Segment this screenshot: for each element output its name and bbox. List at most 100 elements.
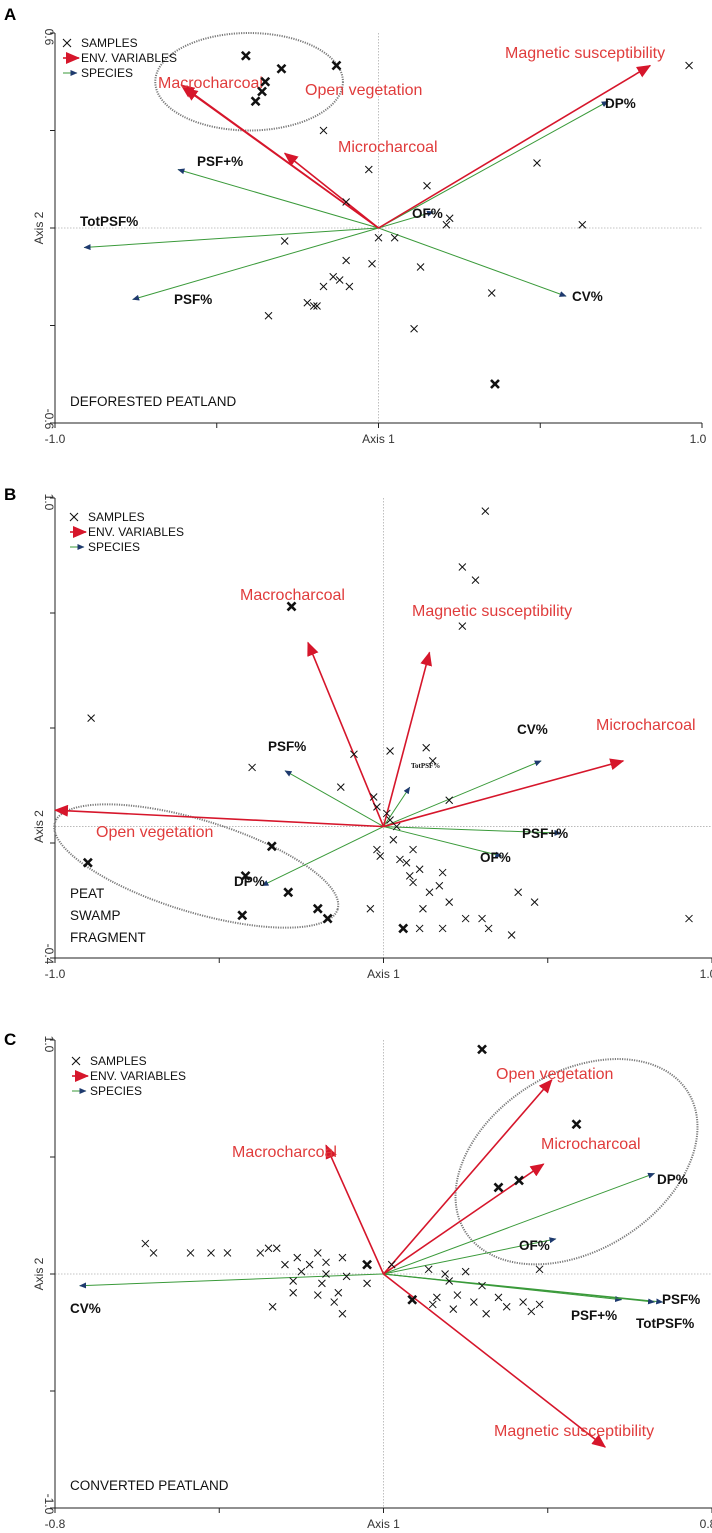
site-sample-marker — [250, 96, 261, 107]
sample-marker — [533, 159, 541, 167]
sample-marker — [330, 1298, 339, 1306]
site-sample-marker — [266, 841, 277, 852]
sample-marker — [423, 181, 431, 190]
sample-marker — [487, 289, 496, 297]
sample-marker — [87, 714, 95, 722]
site-label: CONVERTED PEATLAND — [70, 1478, 229, 1493]
species-arrow-ofpct — [383, 1237, 557, 1275]
y-tick-label-min: -0.4 — [42, 944, 56, 965]
sample-marker — [376, 852, 385, 860]
sample-marker — [334, 1288, 343, 1297]
sample-marker — [390, 233, 399, 242]
sample-marker — [264, 311, 273, 320]
species-arrow-psfpluspct — [177, 168, 379, 229]
sample-marker — [389, 835, 398, 844]
site-label-line: SWAMP — [70, 908, 121, 923]
sample-marker — [289, 1288, 298, 1297]
sample-marker — [338, 1253, 347, 1262]
legend-samples-label: SAMPLES — [90, 1054, 147, 1068]
sample-marker — [416, 263, 425, 271]
sample-marker — [507, 931, 516, 939]
legend-species-label: SPECIES — [81, 66, 133, 80]
species-arrow-psfpct — [284, 770, 384, 828]
sample-marker — [368, 259, 376, 268]
sample-marker — [186, 1249, 195, 1257]
species-arrow-dppct — [383, 1172, 655, 1275]
panel-b: B -1.0 Axis 1 1.0 1.0 -0.4 Axis 2 CV% PSF% TotPSF… — [4, 485, 712, 981]
sample-marker — [435, 881, 444, 890]
site-sample-marker — [276, 63, 287, 74]
panel-letter: B — [4, 485, 16, 504]
sample-marker — [319, 282, 328, 291]
panel-a: A -1.0 Axis 1 1.0 0.6 -0.6 Axis 2 DP% PSF+% OF% To… — [4, 5, 707, 446]
x-tick-label-max: 1.0 — [700, 967, 712, 981]
sample-marker — [445, 796, 454, 805]
legend-species-label: SPECIES — [90, 1084, 142, 1098]
legend-env-label: ENV. VARIABLES — [81, 51, 177, 65]
env-arrow-microcharcoal — [283, 152, 379, 229]
sample-marker — [319, 126, 328, 135]
env-label-microcharcoal: Microcharcoal — [596, 717, 696, 734]
site-sample-marker — [362, 1259, 372, 1270]
site-sample-marker — [240, 870, 251, 881]
sample-marker — [318, 1279, 326, 1288]
sample-marker — [248, 763, 256, 772]
x-axis-title: Axis 1 — [367, 967, 400, 981]
sample-marker — [335, 276, 344, 284]
legend-samples-marker — [62, 38, 72, 48]
sample-marker — [458, 622, 467, 630]
species-label-ofpct: OF% — [480, 850, 511, 865]
legend-samples-marker — [69, 512, 79, 522]
env-arrow-microcharcoal — [383, 758, 625, 828]
env-arrow-magnetic-susceptibility — [383, 1273, 607, 1448]
y-axis-title: Axis 2 — [32, 810, 46, 843]
species-label-cvpct: CV% — [70, 1301, 101, 1316]
env-arrow-magnetic-susceptibility — [378, 64, 652, 229]
env-label-macrocharcoal: Macrocharcoal — [158, 75, 263, 92]
sample-marker — [484, 924, 493, 933]
sample-marker — [366, 904, 375, 913]
env-arrow-macrocharcoal — [307, 641, 385, 827]
species-arrow-dppct — [378, 100, 609, 229]
site-sample-marker — [312, 903, 323, 914]
site-sample-marker — [571, 1119, 582, 1130]
sample-marker — [342, 1272, 351, 1281]
sample-marker — [445, 898, 454, 906]
species-arrow-psfpluspct — [383, 826, 562, 836]
sample-marker — [396, 855, 404, 864]
env-label-open-vegetation: Open vegetation — [496, 1066, 613, 1083]
species-arrow-cvpct — [378, 227, 567, 297]
sample-marker — [268, 1302, 277, 1311]
site-sample-marker — [493, 1182, 504, 1193]
env-arrow-open-vegetation — [54, 804, 384, 828]
species-arrow-dppct — [261, 826, 384, 887]
sample-marker — [293, 1253, 302, 1262]
legend-samples-label: SAMPLES — [88, 510, 145, 524]
sample-marker — [281, 1260, 289, 1269]
sample-marker — [369, 793, 378, 801]
site-sample-marker — [260, 76, 271, 87]
sample-marker — [449, 1305, 458, 1313]
sample-marker — [342, 198, 351, 206]
species-label-dppct: DP% — [234, 874, 265, 889]
species-label-ofpct: OF% — [519, 1238, 550, 1253]
sample-marker — [410, 324, 418, 333]
sample-marker — [405, 872, 414, 880]
sample-marker — [336, 783, 345, 791]
sample-marker — [338, 1309, 347, 1318]
x-tick-label-max: 0.8 — [700, 1517, 712, 1531]
env-arrow-macrocharcoal — [325, 1144, 385, 1275]
site-sample-marker — [82, 857, 93, 868]
env-label-macrocharcoal: Macrocharcoal — [232, 1144, 337, 1161]
sample-marker — [441, 1270, 449, 1278]
sample-marker — [438, 868, 447, 877]
legend-species-label: SPECIES — [88, 540, 140, 554]
legend-samples-marker — [71, 1056, 81, 1066]
y-tick-label-max: 1.0 — [42, 494, 56, 511]
sample-marker — [415, 924, 424, 933]
legend-env-label: ENV. VARIABLES — [90, 1069, 186, 1083]
sample-marker — [313, 302, 321, 310]
sample-marker — [478, 1281, 486, 1290]
